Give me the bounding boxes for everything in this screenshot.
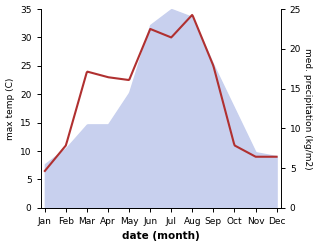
Y-axis label: med. precipitation (kg/m2): med. precipitation (kg/m2) [303, 48, 313, 169]
X-axis label: date (month): date (month) [122, 231, 200, 242]
Y-axis label: max temp (C): max temp (C) [5, 77, 15, 140]
